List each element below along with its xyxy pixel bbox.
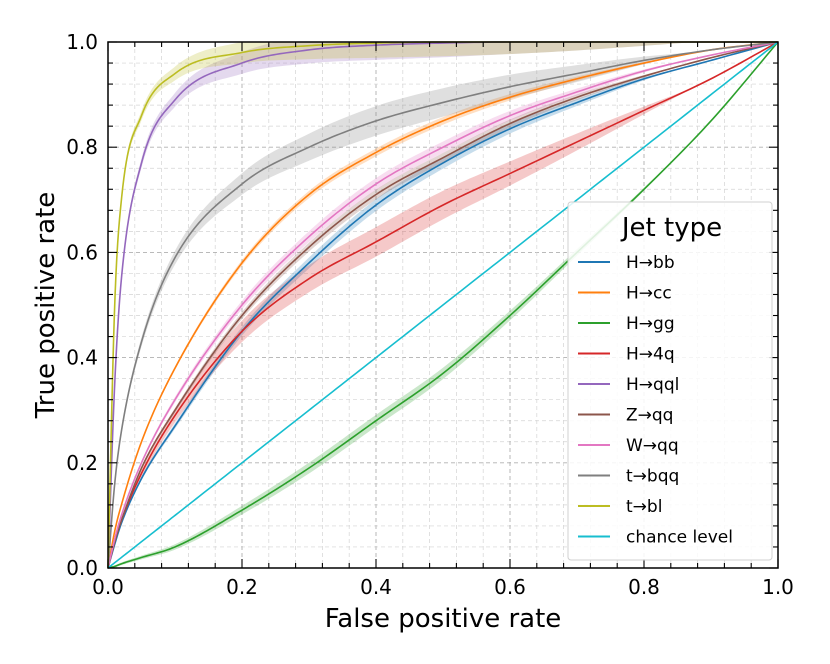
legend-label: H→gg [626,314,675,334]
x-tick-label: 0.6 [494,575,526,599]
legend-label: H→qql [626,375,679,395]
tick-labels: 0.0 0.2 0.4 0.6 0.8 1.0 0.0 0.2 0.4 0.6 0.8 1.0 [66,30,794,599]
curve-h-bb [107,41,779,569]
band-t-bqq [108,42,778,568]
legend-label: t→bl [626,497,662,517]
legend-item: H→4q [578,345,675,365]
legend-item: H→qql [578,375,679,395]
legend-label: chance level [626,528,733,548]
legend-item: H→gg [578,314,675,334]
curve-z-qq [107,41,779,569]
x-tick-label: 0.8 [628,575,660,599]
y-tick-label: 0.0 [66,556,98,580]
legend-item: Z→qq [578,406,673,426]
x-tick-label: 0.4 [360,575,392,599]
y-tick-label: 0.6 [66,240,98,264]
curve-chance-level [107,41,779,569]
legend: Jet type H→bb H→cc H→gg H→4q H→qql Z→qq W→qq t→… [567,201,773,561]
y-axis-title: True positive rate [31,192,61,420]
x-tick-label: 0.0 [92,575,124,599]
y-tick-label: 0.4 [66,346,98,370]
legend-item: t→bl [578,497,662,517]
x-tick-label: 0.2 [226,575,258,599]
legend-label: W→qq [626,436,679,456]
legend-label: H→cc [626,284,672,304]
plot-frame [107,41,779,569]
y-tick-label: 0.8 [66,135,98,159]
y-tick-label: 1.0 [66,30,98,54]
legend-item: chance level [578,528,733,548]
curve-t-bqq [107,41,779,569]
legend-label: t→bqq [626,467,679,487]
legend-item: t→bqq [578,467,679,487]
legend-title: Jet type [620,213,722,243]
x-tick-label: 1.0 [762,575,794,599]
curve-h-4q [107,41,779,569]
legend-label: H→bb [626,253,675,273]
legend-label: Z→qq [626,406,673,426]
legend-label: H→4q [626,345,675,365]
curve-h-cc [107,41,779,569]
band-h-qql [108,42,778,568]
y-tick-label: 0.2 [66,451,98,475]
x-axis-title: False positive rate [325,604,562,634]
legend-box [567,201,773,561]
legend-item: H→bb [578,253,675,273]
curve-w-qq [107,41,779,569]
legend-item: W→qq [578,436,679,456]
legend-item: H→cc [578,284,672,304]
